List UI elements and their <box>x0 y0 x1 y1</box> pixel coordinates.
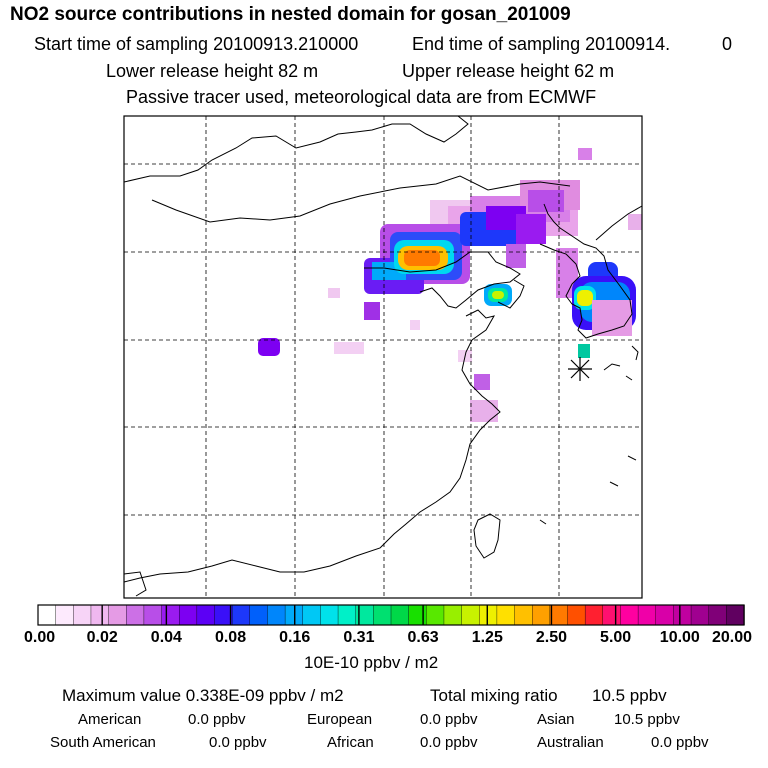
region-american-value: 0.0 ppbv <box>188 711 246 728</box>
plume-shandong <box>484 284 512 306</box>
colorbar-major-ticks <box>101 605 681 625</box>
colorbar-tick-label: 0.31 <box>343 629 375 646</box>
chart-title: NO2 source contributions in nested domai… <box>10 4 571 25</box>
colorbar-cell <box>567 604 586 626</box>
colorbar-cell <box>602 604 622 626</box>
colorbar-tick-label: 1.25 <box>471 629 503 646</box>
colorbar-cell <box>143 604 163 626</box>
plume-layer <box>258 148 642 422</box>
region-african-name: African <box>327 734 374 751</box>
end-time-value: 0 <box>722 34 733 54</box>
region-asian-name: Asian <box>537 711 575 728</box>
colorbar-cell <box>73 604 92 626</box>
region-american-name: American <box>78 711 142 728</box>
colorbar-cell <box>37 604 57 626</box>
colorbar-cell <box>302 604 322 626</box>
lower-release-height: Lower release height 82 m <box>106 61 319 81</box>
colorbar-cell <box>178 604 198 626</box>
colorbar-cell <box>90 604 110 626</box>
map-frame <box>123 115 643 599</box>
region-european-name: European <box>307 711 373 728</box>
colorbar-cell <box>584 604 604 626</box>
region-european-value: 0.0 ppbv <box>420 711 478 728</box>
region-south-american-value: 0.0 ppbv <box>209 734 267 751</box>
upper-release-height: Upper release height 62 m <box>402 61 615 81</box>
colorbar-cell <box>55 604 75 626</box>
colorbar-cell <box>249 604 269 626</box>
colorbar-cell <box>496 604 516 626</box>
total-mixing-ratio-label: Total mixing ratio <box>430 686 558 705</box>
plume-north-china <box>364 148 642 294</box>
colorbar-cell <box>108 604 127 626</box>
region-asian-value: 10.5 ppbv <box>614 711 680 728</box>
region-south-american-name: South American <box>50 734 156 751</box>
colorbar-cell <box>320 604 339 626</box>
colorbar-cell <box>408 604 427 626</box>
colorbar-cell <box>673 604 692 626</box>
colorbar-cell <box>549 604 569 626</box>
colorbar-cell <box>126 604 145 626</box>
colorbar-tick-label: 0.63 <box>407 629 439 646</box>
region-australian-value: 0.0 ppbv <box>651 734 709 751</box>
colorbar-cell <box>161 604 180 626</box>
colorbar-cell <box>514 604 533 626</box>
colorbar-tick-label: 20.00 <box>711 629 753 646</box>
colorbar-cell <box>196 604 216 626</box>
colorbar-cell <box>726 604 745 626</box>
colorbar-cell <box>708 604 728 626</box>
graticule <box>124 116 642 598</box>
colorbar-cell <box>532 604 551 626</box>
colorbar-cell <box>337 604 357 626</box>
tracer-note: Passive tracer used, meteorological data… <box>126 87 597 107</box>
colorbar-cell <box>443 604 463 626</box>
colorbar-cell <box>267 604 286 626</box>
colorbar-cell <box>620 604 639 626</box>
region-australian-name: Australian <box>537 734 604 751</box>
colorbar-tick-label: 0.08 <box>214 629 247 646</box>
colorbar-cell <box>373 604 392 626</box>
colorbar-tick-label: 0.02 <box>86 629 118 646</box>
release-point-star <box>568 357 592 381</box>
colorbar-tick-label: 0.04 <box>150 629 182 646</box>
total-mixing-ratio-value: 10.5 ppbv <box>592 686 667 705</box>
colorbar-cell <box>231 604 251 626</box>
plume-scattered <box>258 288 498 422</box>
colorbar-cell <box>655 604 675 626</box>
coastlines <box>123 115 643 597</box>
start-time-label: Start time of sampling 20100913.210000 <box>34 34 359 54</box>
colorbar-tick-label: 0.00 <box>24 629 56 646</box>
colorbar-tick-label: 2.50 <box>535 629 568 646</box>
region-african-value: 0.0 ppbv <box>420 734 478 751</box>
plume-korea <box>556 248 636 358</box>
colorbar-cell <box>479 604 498 626</box>
colorbar-units: 10E-10 ppbv / m2 <box>304 653 439 672</box>
colorbar-cell <box>426 604 445 626</box>
colorbar <box>37 604 745 626</box>
colorbar-tick-label: 5.00 <box>600 629 632 646</box>
colorbar-tick-label: 10.00 <box>659 629 700 646</box>
end-time-label: End time of sampling 20100914. <box>412 34 671 54</box>
maximum-value: Maximum value 0.338E-09 ppbv / m2 <box>62 686 344 705</box>
colorbar-cell <box>637 604 657 626</box>
colorbar-tick-label: 0.16 <box>279 629 311 646</box>
colorbar-cell <box>390 604 410 626</box>
colorbar-cell <box>461 604 480 626</box>
colorbar-frame <box>37 604 745 626</box>
colorbar-cell <box>690 604 710 626</box>
